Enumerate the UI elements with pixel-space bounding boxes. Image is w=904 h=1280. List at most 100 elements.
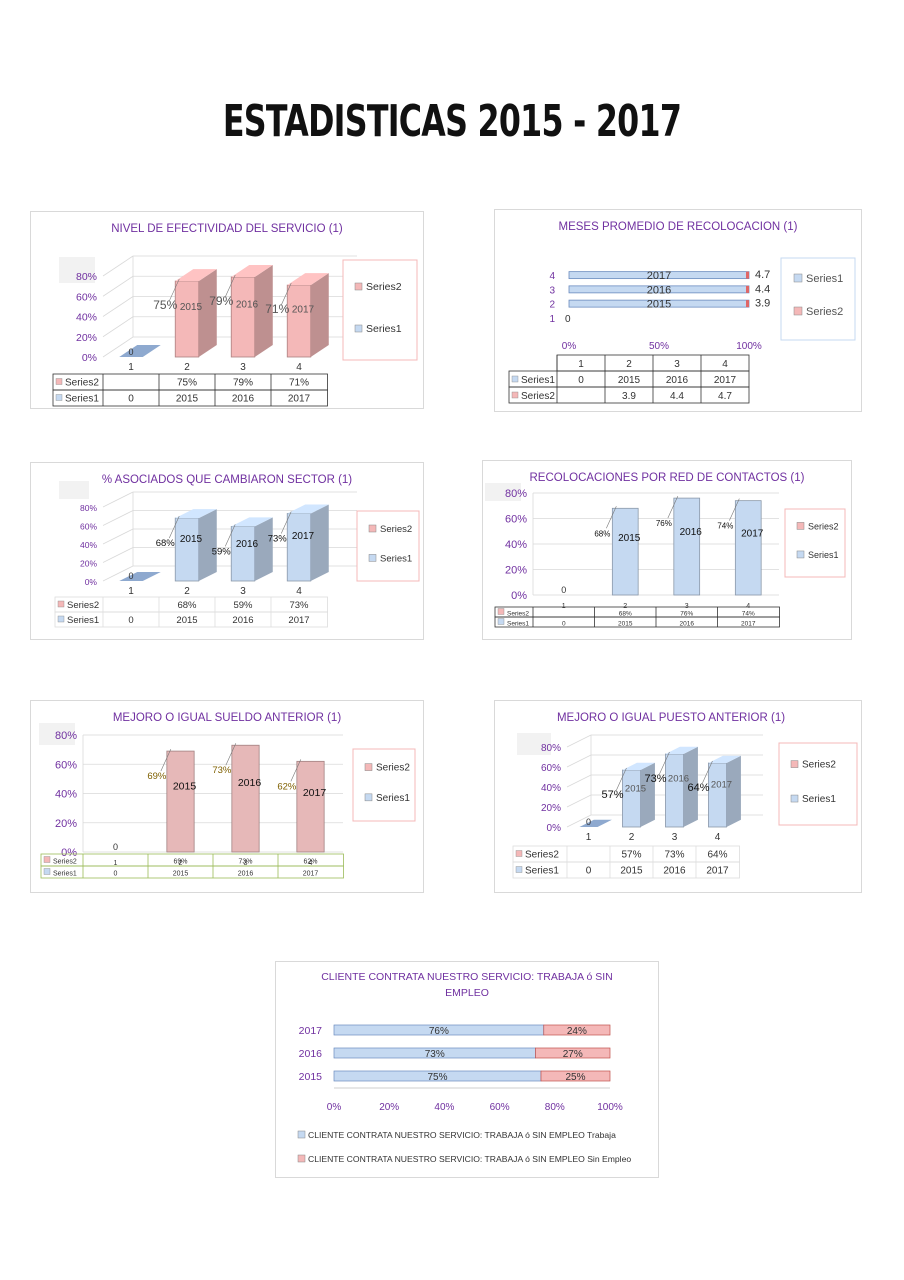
legend-swatch — [793, 306, 803, 316]
gridline-diagonal — [102, 565, 134, 582]
bar-label: 2015 — [180, 534, 203, 545]
legend-swatch — [354, 282, 363, 291]
x-tick-label: 2 — [184, 586, 190, 597]
table-swatch — [515, 850, 523, 857]
point-label: 59% — [212, 546, 232, 557]
bar-label: 2017 — [647, 270, 671, 282]
table-cell: 64% — [707, 850, 727, 861]
legend-box — [342, 259, 418, 361]
bar-label: 2015 — [173, 780, 197, 792]
x-tick-label: 1 — [562, 603, 566, 610]
label-leader — [702, 760, 713, 784]
table-swatch — [511, 391, 519, 399]
table-cell: 2015 — [620, 866, 643, 877]
chart-title: MEJORO O IGUAL PUESTO ANTERIOR (1) — [557, 712, 785, 724]
table-row — [40, 865, 344, 879]
bar — [734, 500, 762, 596]
table-cell: 68% — [619, 611, 632, 618]
bar-top — [175, 269, 217, 282]
table-row — [512, 861, 740, 879]
legend-label: CLIENTE CONTRATA NUESTRO SERVICIO: TRABA… — [308, 1154, 631, 1164]
table-row — [508, 386, 750, 404]
point-label: 69% — [147, 771, 167, 782]
point-label: 57% — [601, 789, 623, 801]
y-tick-label: 80% — [55, 730, 77, 742]
legend-swatch — [297, 1154, 306, 1163]
x-tick-label: 0% — [327, 1102, 342, 1113]
table-cell: 2015 — [618, 375, 641, 386]
table-series-name: Series2 — [53, 859, 77, 866]
point-label: 73% — [268, 533, 288, 544]
y-tick-label: 60% — [55, 759, 77, 771]
bar — [286, 284, 312, 358]
point-label: 74% — [717, 522, 733, 531]
table-cell: 79% — [233, 378, 253, 389]
table-swatch — [515, 866, 523, 873]
table-cell: 73% — [238, 859, 252, 866]
table-swatch — [43, 868, 51, 875]
table-row — [494, 606, 780, 618]
chart-red-contactos: RECOLOCACIONES POR RED DE CONTACTOS (1) 0… — [482, 460, 852, 640]
bar — [665, 753, 684, 828]
table-swatch — [497, 618, 505, 625]
table-cell: 2016 — [238, 871, 254, 878]
bar-label: 2016 — [680, 527, 703, 538]
bar-label: 2017 — [741, 529, 764, 540]
gridline-diagonal — [102, 275, 134, 297]
x-tick-label: 0% — [562, 341, 577, 352]
y-tick-label: 40% — [505, 539, 527, 551]
x-tick-label: 100% — [597, 1102, 623, 1113]
gridline-diagonal — [102, 316, 134, 338]
legend-swatch — [790, 794, 799, 803]
table-series-name: Series2 — [507, 611, 529, 618]
table-cell: 2017 — [303, 871, 319, 878]
legend-label: Series1 — [376, 793, 410, 804]
point-label: 75% — [153, 298, 177, 312]
y-tick-label: 40% — [76, 312, 97, 324]
legend-box — [780, 257, 856, 341]
bar-label: 73% — [425, 1049, 445, 1060]
x-tick-label: 50% — [649, 341, 669, 352]
bar-top — [231, 265, 273, 278]
table-header-cell: 4 — [722, 359, 728, 370]
x-tick-label: 1 — [114, 860, 118, 867]
table-header-cell: 3 — [674, 359, 680, 370]
table-cell: 76% — [680, 611, 693, 618]
bar — [611, 507, 639, 596]
point-label: 62% — [277, 781, 297, 792]
bar-label: 2016 — [668, 774, 689, 785]
bar-zero — [119, 572, 161, 581]
y-tick-label: 20% — [80, 559, 97, 569]
table-cell: 2017 — [288, 394, 311, 405]
table-swatch — [43, 856, 51, 863]
x-tick-label: 80% — [545, 1102, 565, 1113]
gridline-diagonal — [102, 336, 134, 358]
y-tick-label: 20% — [505, 565, 527, 577]
table-cell: 0 — [128, 615, 133, 626]
x-tick-label: 2 — [179, 860, 183, 867]
bar-top — [231, 517, 273, 527]
bar-side — [640, 762, 655, 827]
label-leader — [168, 515, 180, 539]
table-cell: 4.4 — [670, 391, 684, 402]
chart-title-line2: EMPLEO — [445, 987, 489, 999]
gridline-diagonal — [566, 734, 592, 748]
point-label: 79% — [209, 294, 233, 308]
bar — [708, 762, 727, 828]
bar-side — [683, 746, 698, 827]
bar-label: 2016 — [647, 284, 671, 296]
table-swatch — [511, 375, 519, 383]
x-tick-label: 3 — [244, 860, 248, 867]
bar-label: 2016 — [236, 539, 259, 550]
bar-top — [622, 762, 655, 770]
label-leader — [160, 748, 172, 772]
y-tick-label: 4 — [549, 271, 555, 282]
x-tick-label: 2 — [623, 603, 627, 610]
bar-top — [175, 509, 217, 519]
legend-label: Series2 — [808, 521, 839, 531]
bar-zero — [579, 819, 612, 827]
y-tick-label: 0% — [511, 590, 527, 602]
label-leader — [224, 274, 236, 298]
legend-box — [778, 742, 858, 826]
legend-box — [356, 510, 420, 582]
